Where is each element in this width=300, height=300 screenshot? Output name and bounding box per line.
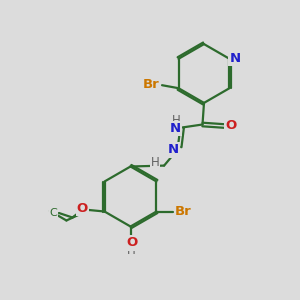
Text: H: H bbox=[172, 114, 181, 128]
Text: N: N bbox=[168, 143, 179, 157]
Text: H: H bbox=[151, 156, 160, 169]
Text: O: O bbox=[126, 236, 137, 250]
Text: Br: Br bbox=[175, 205, 192, 218]
Text: N: N bbox=[170, 122, 181, 135]
Text: O: O bbox=[77, 202, 88, 215]
Text: Br: Br bbox=[142, 78, 159, 91]
Text: C: C bbox=[50, 208, 57, 218]
Text: H: H bbox=[127, 244, 136, 257]
Text: O: O bbox=[225, 119, 236, 133]
Text: N: N bbox=[229, 52, 240, 65]
